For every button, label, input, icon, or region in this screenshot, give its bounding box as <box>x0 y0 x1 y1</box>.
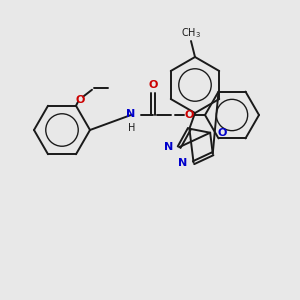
Text: N: N <box>126 109 135 119</box>
Text: H: H <box>128 123 136 133</box>
Text: O: O <box>75 95 85 105</box>
Text: N: N <box>164 142 173 152</box>
Text: O: O <box>217 128 226 138</box>
Text: O: O <box>184 110 194 120</box>
Text: $\mathregular{CH_3}$: $\mathregular{CH_3}$ <box>181 26 201 40</box>
Text: O: O <box>148 80 158 90</box>
Text: N: N <box>178 158 188 168</box>
